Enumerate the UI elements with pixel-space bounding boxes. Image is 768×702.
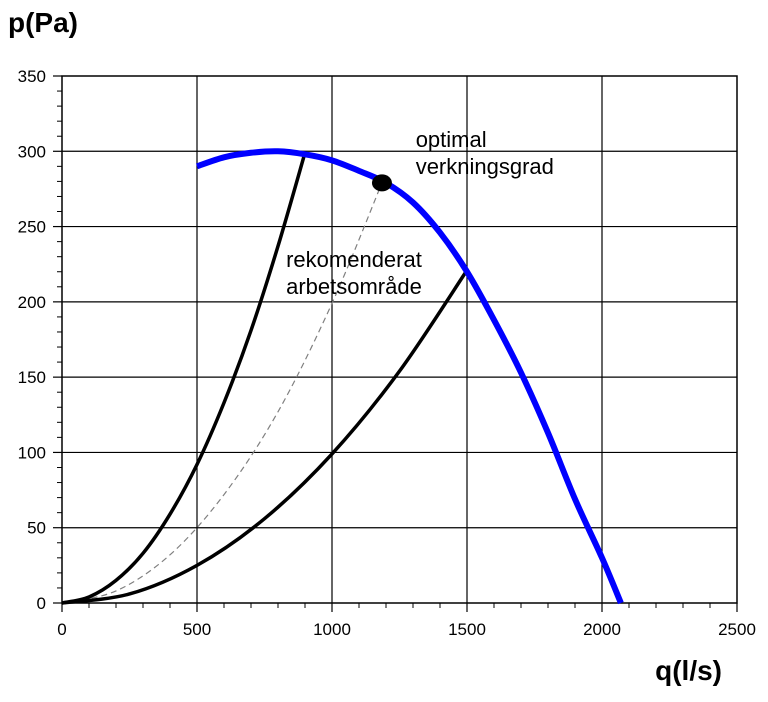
x-tick-label: 2500: [718, 620, 756, 639]
annotation-text-2: rekomenderat: [286, 247, 422, 272]
x-tick-label: 2000: [583, 620, 621, 639]
plot-frame: [61, 75, 738, 604]
plot-area: [62, 76, 737, 603]
y-tick-label: 300: [18, 142, 46, 161]
annotation-text-1: optimal: [416, 127, 487, 152]
annotation-text-2: arbetsområde: [286, 274, 422, 299]
y-tick-label: 350: [18, 67, 46, 86]
x-tick-label: 500: [183, 620, 211, 639]
system-curve-flat-line: [61, 269, 469, 605]
y-tick-label: 150: [18, 368, 46, 387]
x-tick-label: 1500: [448, 620, 486, 639]
x-tick-label: 0: [57, 620, 66, 639]
y-tick-label: 250: [18, 218, 46, 237]
x-tick-label: 1000: [313, 620, 351, 639]
y-tick-label: 200: [18, 293, 46, 312]
y-tick-label: 50: [27, 519, 46, 538]
system-curve-steep-line: [61, 152, 307, 605]
annotation-text-1: verkningsgrad: [416, 154, 554, 179]
x-axis-title: q(l/s): [655, 655, 722, 686]
fan-curve-line: [196, 148, 624, 605]
y-tick-label: 100: [18, 443, 46, 462]
optimal-point-marker: [371, 174, 392, 192]
y-tick-label: 0: [37, 594, 46, 613]
system-curve-optimal-line: [61, 182, 383, 604]
y-axis-title: p(Pa): [8, 7, 78, 38]
